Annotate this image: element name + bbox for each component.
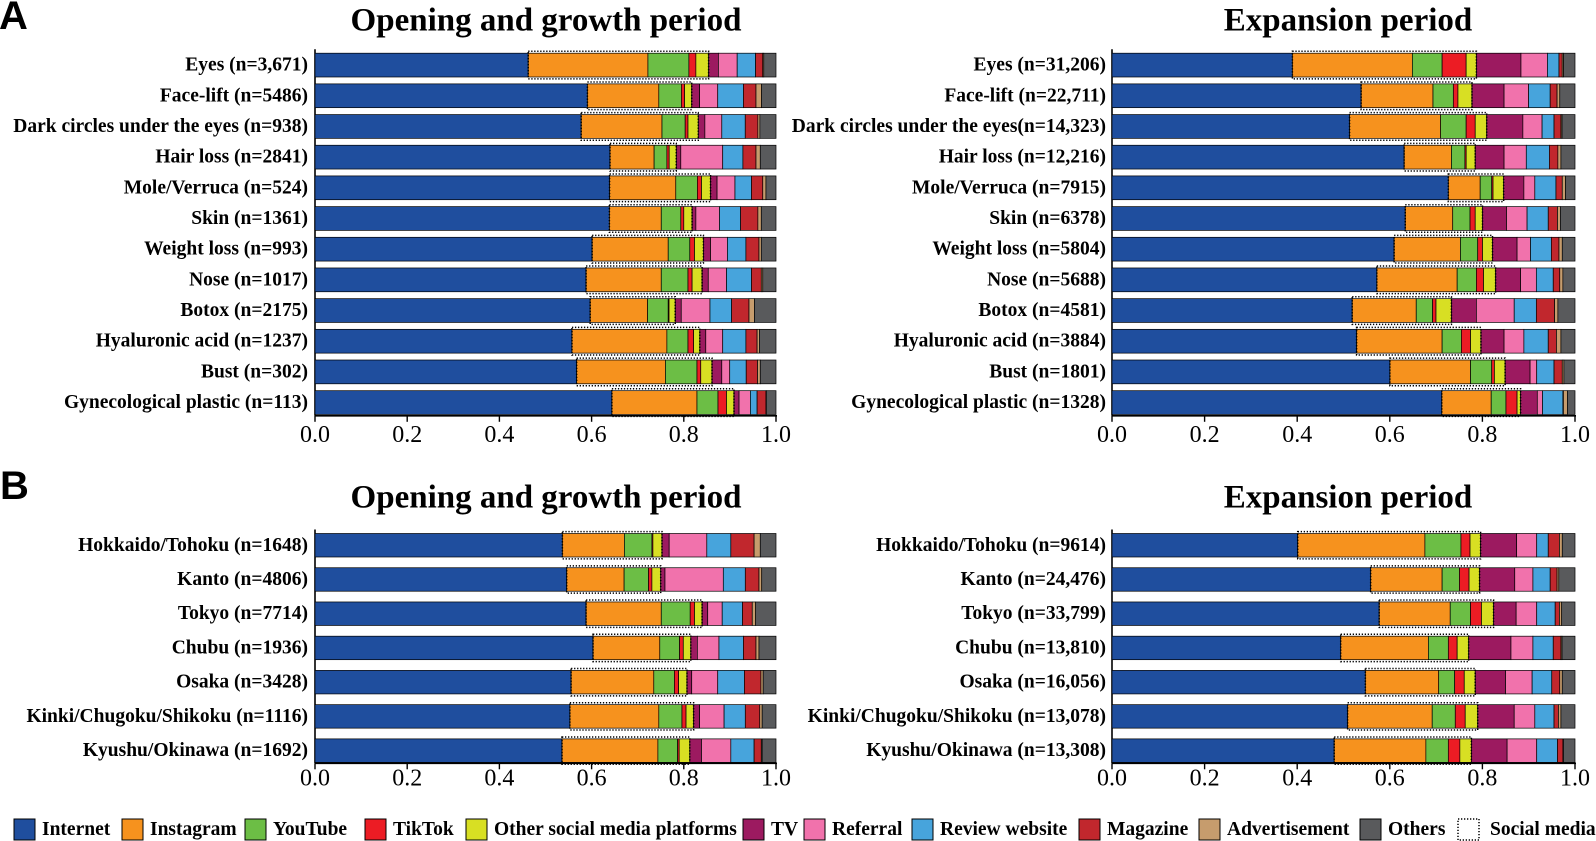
svg-text:Hair loss (n=2841): Hair loss (n=2841) — [155, 147, 308, 168]
svg-text:Internet: Internet — [42, 819, 111, 840]
svg-text:Magazine: Magazine — [1107, 819, 1189, 840]
svg-text:Skin (n=6378): Skin (n=6378) — [989, 208, 1106, 229]
svg-text:0.2: 0.2 — [1190, 422, 1220, 448]
svg-text:Eyes (n=3,671): Eyes (n=3,671) — [185, 55, 308, 76]
svg-text:B: B — [0, 464, 29, 508]
svg-text:Mole/Verruca (n=524): Mole/Verruca (n=524) — [124, 177, 308, 198]
svg-text:Tokyo (n=7714): Tokyo (n=7714) — [178, 603, 308, 624]
svg-text:0.4: 0.4 — [1282, 766, 1312, 792]
svg-text:TV: TV — [771, 819, 798, 840]
svg-text:1.0: 1.0 — [1560, 766, 1590, 792]
svg-text:Instagram: Instagram — [150, 819, 237, 840]
svg-text:Weight loss (n=5804): Weight loss (n=5804) — [932, 239, 1106, 260]
svg-text:YouTube: YouTube — [273, 819, 347, 840]
svg-text:A: A — [0, 0, 28, 38]
svg-text:Gynecological plastic (n=113): Gynecological plastic (n=113) — [64, 392, 308, 413]
svg-text:Hokkaido/Tohoku (n=1648): Hokkaido/Tohoku (n=1648) — [78, 535, 308, 556]
svg-text:Eyes (n=31,206): Eyes (n=31,206) — [974, 55, 1106, 76]
svg-text:Tokyo (n=33,799): Tokyo (n=33,799) — [961, 603, 1106, 624]
svg-text:0.6: 0.6 — [1375, 422, 1405, 448]
svg-text:Kanto (n=4806): Kanto (n=4806) — [177, 569, 308, 590]
svg-text:1.0: 1.0 — [761, 766, 791, 792]
svg-text:0.2: 0.2 — [1190, 766, 1220, 792]
svg-text:Kanto (n=24,476): Kanto (n=24,476) — [961, 569, 1106, 590]
svg-text:Nose (n=1017): Nose (n=1017) — [189, 269, 308, 290]
svg-text:Gynecological plastic (n=1328): Gynecological plastic (n=1328) — [851, 392, 1106, 413]
svg-text:Expansion period: Expansion period — [1224, 480, 1473, 516]
svg-text:Dark circles under the eyes(n=: Dark circles under the eyes(n=14,323) — [792, 116, 1106, 137]
svg-text:0.0: 0.0 — [1097, 422, 1127, 448]
svg-text:Nose (n=5688): Nose (n=5688) — [987, 269, 1106, 290]
svg-text:0.0: 0.0 — [300, 422, 330, 448]
svg-text:Weight loss (n=993): Weight loss (n=993) — [144, 239, 308, 260]
svg-text:Botox (n=4581): Botox (n=4581) — [978, 300, 1106, 321]
svg-text:Expansion period: Expansion period — [1224, 3, 1473, 39]
svg-text:0.4: 0.4 — [484, 766, 514, 792]
svg-text:0.6: 0.6 — [1375, 766, 1405, 792]
svg-text:0.2: 0.2 — [392, 422, 422, 448]
svg-text:1.0: 1.0 — [761, 422, 791, 448]
svg-text:0.6: 0.6 — [577, 766, 607, 792]
svg-text:0.4: 0.4 — [484, 422, 514, 448]
svg-text:Face-lift (n=5486): Face-lift (n=5486) — [160, 85, 308, 106]
svg-text:Bust (n=302): Bust (n=302) — [201, 361, 308, 382]
svg-text:0.2: 0.2 — [392, 766, 422, 792]
svg-text:Hyaluronic acid (n=3884): Hyaluronic acid (n=3884) — [894, 331, 1106, 352]
svg-text:Botox (n=2175): Botox (n=2175) — [180, 300, 308, 321]
svg-text:Osaka (n=3428): Osaka (n=3428) — [176, 672, 308, 693]
svg-text:Chubu (n=1936): Chubu (n=1936) — [172, 637, 308, 658]
svg-text:Other social media platforms: Other social media platforms — [494, 819, 737, 840]
svg-text:Kyushu/Okinawa (n=1692): Kyushu/Okinawa (n=1692) — [83, 740, 308, 761]
svg-text:Hair loss (n=12,216): Hair loss (n=12,216) — [939, 147, 1106, 168]
svg-text:0.0: 0.0 — [300, 766, 330, 792]
svg-text:Osaka (n=16,056): Osaka (n=16,056) — [959, 672, 1106, 693]
svg-text:Hokkaido/Tohoku (n=9614): Hokkaido/Tohoku (n=9614) — [876, 535, 1106, 556]
svg-text:Kinki/Chugoku/Shikoku (n=13,07: Kinki/Chugoku/Shikoku (n=13,078) — [808, 706, 1106, 727]
svg-text:0.4: 0.4 — [1282, 422, 1312, 448]
svg-text:TikTok: TikTok — [393, 819, 454, 840]
svg-text:Referral: Referral — [832, 819, 903, 840]
svg-text:0.6: 0.6 — [577, 422, 607, 448]
svg-text:Opening and growth period: Opening and growth period — [351, 480, 742, 516]
svg-text:Kinki/Chugoku/Shikoku (n=1116): Kinki/Chugoku/Shikoku (n=1116) — [26, 706, 308, 727]
svg-text:0.8: 0.8 — [669, 422, 699, 448]
svg-text:0.8: 0.8 — [669, 766, 699, 792]
svg-text:Social media: Social media — [1490, 819, 1596, 840]
svg-text:Mole/Verruca (n=7915): Mole/Verruca (n=7915) — [912, 177, 1106, 198]
svg-text:Review website: Review website — [940, 819, 1068, 840]
svg-text:0.8: 0.8 — [1467, 422, 1497, 448]
svg-text:Chubu (n=13,810): Chubu (n=13,810) — [955, 637, 1106, 658]
svg-text:Opening and growth period: Opening and growth period — [351, 3, 742, 39]
svg-text:Dark circles under the eyes (n: Dark circles under the eyes (n=938) — [13, 116, 308, 137]
svg-text:Advertisement: Advertisement — [1227, 819, 1350, 840]
svg-text:Bust (n=1801): Bust (n=1801) — [989, 361, 1106, 382]
svg-text:0.8: 0.8 — [1467, 766, 1497, 792]
svg-text:0.0: 0.0 — [1097, 766, 1127, 792]
svg-text:Kyushu/Okinawa (n=13,308): Kyushu/Okinawa (n=13,308) — [866, 740, 1106, 761]
svg-text:Skin (n=1361): Skin (n=1361) — [191, 208, 308, 229]
svg-text:Face-lift (n=22,711): Face-lift (n=22,711) — [944, 85, 1106, 106]
svg-text:Hyaluronic acid (n=1237): Hyaluronic acid (n=1237) — [96, 331, 308, 352]
svg-text:Others: Others — [1388, 819, 1446, 840]
svg-text:1.0: 1.0 — [1560, 422, 1590, 448]
